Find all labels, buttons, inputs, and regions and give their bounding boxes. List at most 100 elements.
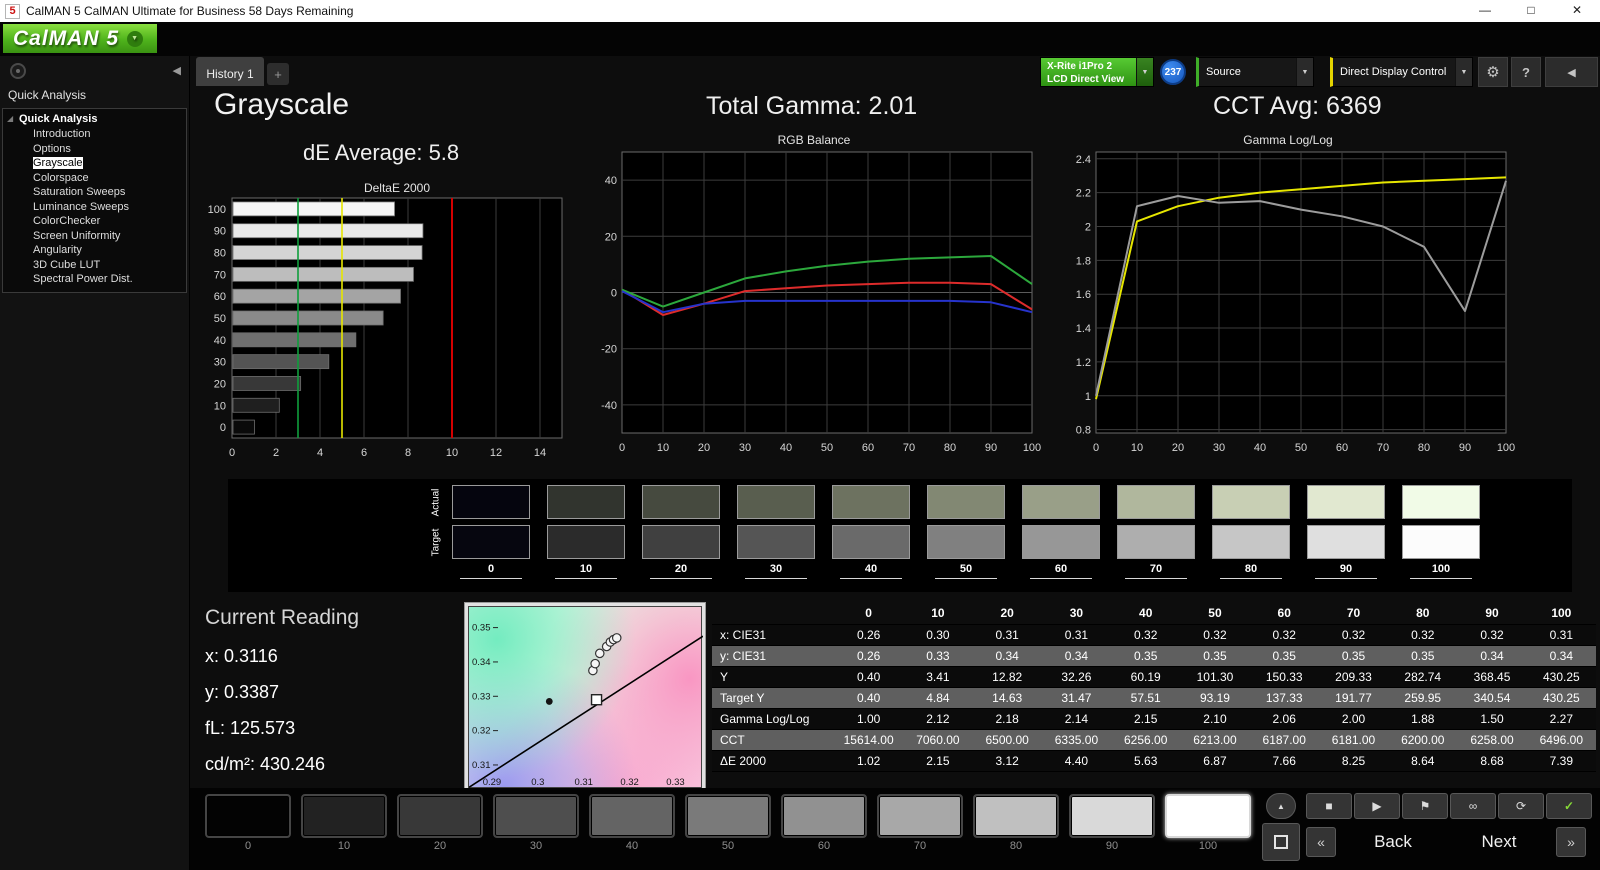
patch-button-90[interactable]: 90 [1069, 794, 1155, 852]
loop-icon: ⟳ [1515, 799, 1527, 813]
back-button[interactable]: Back [1374, 832, 1412, 851]
add-tab-button[interactable]: + [267, 63, 289, 85]
gray-level-column-90: 90 [1307, 485, 1385, 579]
tab-history-1[interactable]: History 1 [196, 57, 264, 86]
gray-level-tick [1030, 578, 1092, 579]
patch-window-icon [1274, 835, 1288, 849]
gamma-chart-svg: 2.4 2.2 2 1.8 1.6 1.4 1.2 1 0.80 10 20 30 40 50 60 70 80… [1076, 151, 1515, 454]
next-button[interactable]: Next [1481, 832, 1517, 851]
table-row: Gamma Log/Log 1.00 2.12 2.18 2.14 2.15 2.10 2.0… [712, 708, 1596, 730]
patch-swatch[interactable] [1069, 794, 1155, 838]
continuous-read-button[interactable]: ∞ [1450, 793, 1496, 819]
cell-value: 7.66 [1249, 750, 1319, 772]
patch-button-0[interactable]: 0 [205, 794, 291, 852]
column-header: 70 [1318, 603, 1389, 625]
patch-button-60[interactable]: 60 [781, 794, 867, 852]
sidebar-item-label: Angularity [33, 244, 82, 256]
sidebar-item-options[interactable]: Options [3, 142, 186, 157]
flag-button[interactable]: ⚑ [1402, 793, 1448, 819]
bottom-bar: 0 10 20 30 40 50 60 70 80 90 100 ▲ ■ ▶ ⚑ ∞ ⟳ ✓ « B… [190, 788, 1600, 870]
svg-text:0.35: 0.35 [472, 623, 491, 634]
back-chevron-icon[interactable]: « [1306, 827, 1336, 857]
svg-text:100: 100 [208, 204, 226, 216]
sidebar-item-introduction[interactable]: Introduction [3, 127, 186, 142]
sidebar-root-quick-analysis[interactable]: ◢ Quick Analysis [3, 112, 186, 127]
patch-swatch[interactable] [685, 794, 771, 838]
transport-controls: ▲ ■ ▶ ⚑ ∞ ⟳ ✓ « Back Next » [1258, 792, 1600, 868]
gray-level-tick [650, 578, 712, 579]
stop-button[interactable]: ■ [1306, 793, 1352, 819]
patch-button-70[interactable]: 70 [877, 794, 963, 852]
tab-label: History 1 [206, 67, 254, 81]
svg-text:70: 70 [214, 269, 226, 281]
display-control-dropdown[interactable]: Direct Display Control ▼ [1330, 57, 1473, 87]
accept-button[interactable]: ✓ [1546, 793, 1592, 819]
record-indicator-icon[interactable] [10, 63, 26, 79]
gray-level-column-30: 30 [737, 485, 815, 579]
calman-logo[interactable]: CalMAN 5 ▼ [3, 24, 158, 53]
settings-button[interactable]: ⚙ [1478, 57, 1508, 87]
patch-swatch[interactable] [1165, 794, 1251, 838]
cell-value: 209.33 [1318, 666, 1389, 688]
meter-dropdown[interactable]: X-Rite i1Pro 2 LCD Direct View ▼ [1040, 57, 1154, 87]
patch-button-50[interactable]: 50 [685, 794, 771, 852]
cell-value: 0.32 [1180, 624, 1250, 646]
sidebar-item-label: Introduction [33, 128, 91, 140]
patch-button-100[interactable]: 100 [1165, 794, 1251, 852]
tree-expander-icon[interactable]: ◢ [7, 114, 14, 123]
sidebar-item-3d-cube-lut[interactable]: 3D Cube LUT [3, 258, 186, 273]
patch-swatch[interactable] [973, 794, 1059, 838]
grayscale-comparison-strip: Actual Target 0 10 20 30 40 50 60 70 80 90 100 [228, 479, 1572, 592]
svg-text:1.4: 1.4 [1076, 323, 1091, 335]
sidebar-item-grayscale[interactable]: Grayscale [3, 156, 186, 171]
panel-collapse-button[interactable]: ◀ [1545, 57, 1598, 87]
patch-swatch[interactable] [301, 794, 387, 838]
patch-button-80[interactable]: 80 [973, 794, 1059, 852]
patch-swatch[interactable] [589, 794, 675, 838]
patch-button-10[interactable]: 10 [301, 794, 387, 852]
svg-text:10: 10 [657, 442, 669, 454]
gray-level-label: 100 [1431, 563, 1451, 575]
play-button[interactable]: ▶ [1354, 793, 1400, 819]
help-button[interactable]: ? [1511, 57, 1541, 87]
sidebar-item-screen-uniformity[interactable]: Screen Uniformity [3, 229, 186, 244]
sidebar-item-saturation-sweeps[interactable]: Saturation Sweeps [3, 185, 186, 200]
loop-button[interactable]: ⟳ [1498, 793, 1544, 819]
layout-tree: ◢ Quick Analysis Introduction Options Gray… [2, 108, 187, 293]
patch-button-40[interactable]: 40 [589, 794, 675, 852]
rgb-balance-title: RGB Balance [777, 133, 851, 147]
sidebar-item-luminance-sweeps[interactable]: Luminance Sweeps [3, 200, 186, 215]
row-label: ΔE 2000 [712, 750, 834, 772]
close-button[interactable]: ✕ [1571, 3, 1583, 17]
eject-button[interactable]: ▲ [1266, 793, 1296, 819]
minimize-button[interactable]: — [1479, 3, 1491, 17]
sidebar-item-colorchecker[interactable]: ColorChecker [3, 214, 186, 229]
chevron-down-icon[interactable]: ▼ [1296, 58, 1313, 86]
patch-window-button[interactable] [1262, 823, 1300, 861]
patch-swatch[interactable] [877, 794, 963, 838]
patch-swatch[interactable] [205, 794, 291, 838]
cell-value: 282.74 [1388, 666, 1458, 688]
patch-swatch[interactable] [781, 794, 867, 838]
chevron-down-icon[interactable]: ▼ [1136, 58, 1153, 86]
window-controls: — □ ✕ [1462, 0, 1600, 22]
current-reading-x: x: 0.3116 [205, 646, 278, 666]
cell-value: 2.06 [1249, 708, 1319, 730]
patch-swatch[interactable] [493, 794, 579, 838]
logo-dropdown-icon[interactable]: ▼ [127, 30, 144, 47]
cell-value: 6496.00 [1526, 729, 1596, 751]
maximize-button[interactable]: □ [1527, 3, 1535, 17]
chevron-down-icon[interactable]: ▼ [1455, 58, 1472, 86]
patch-button-20[interactable]: 20 [397, 794, 483, 852]
source-dropdown[interactable]: Source ▼ [1196, 57, 1314, 87]
patch-button-30[interactable]: 30 [493, 794, 579, 852]
sidebar-item-spectral-power-dist[interactable]: Spectral Power Dist. [3, 272, 186, 287]
svg-text:80: 80 [1418, 442, 1430, 454]
sidebar-item-colorspace[interactable]: Colorspace [3, 171, 186, 186]
sidebar-collapse-icon[interactable]: ◀ [172, 65, 181, 77]
next-chevron-icon[interactable]: » [1556, 827, 1586, 857]
row-label: CCT [712, 729, 834, 751]
cell-value: 0.40 [834, 666, 904, 688]
sidebar-item-angularity[interactable]: Angularity [3, 243, 186, 258]
patch-swatch[interactable] [397, 794, 483, 838]
